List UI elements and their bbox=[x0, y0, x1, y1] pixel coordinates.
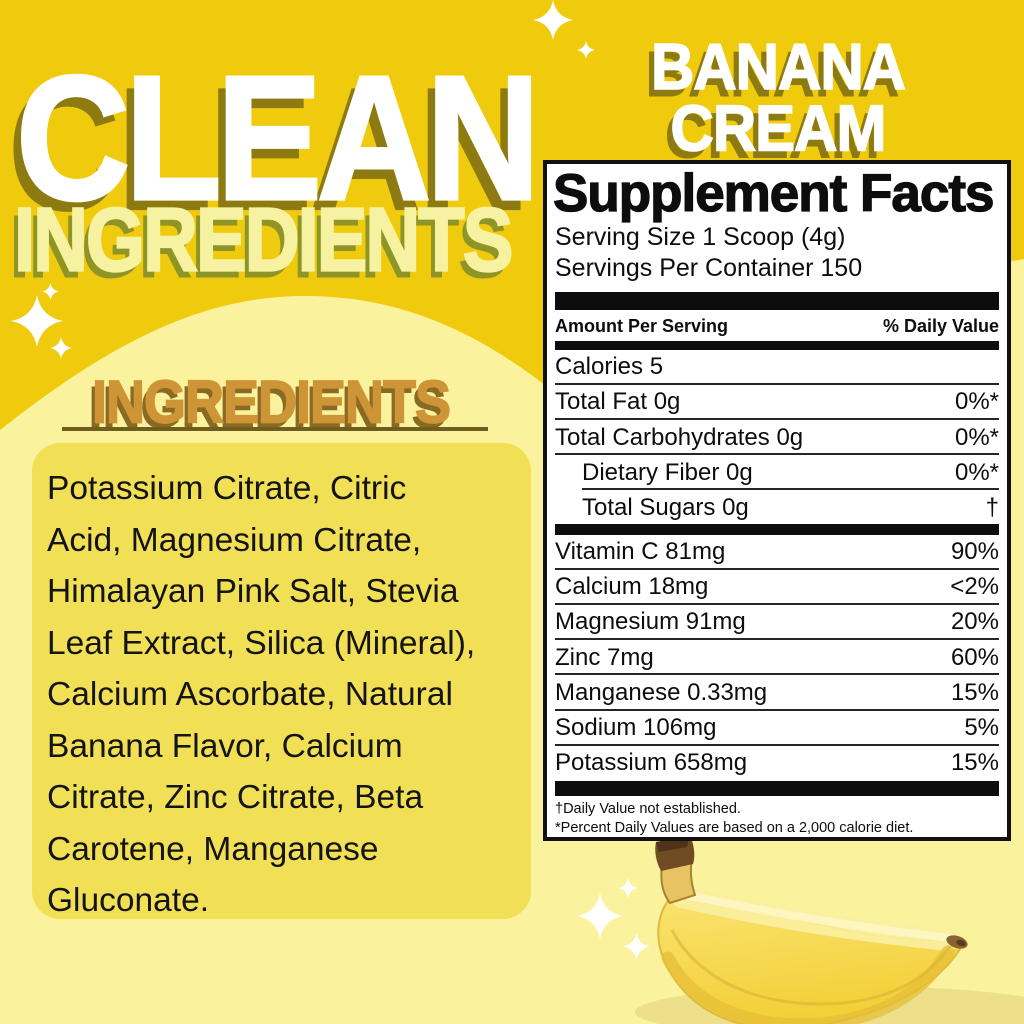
nutrient-row: Zinc 7mg 60% bbox=[555, 643, 999, 671]
supplement-facts-panel: Supplement Facts Serving Size 1 Scoop (4… bbox=[543, 160, 1011, 841]
nutrient-row: Calories 5 bbox=[555, 353, 664, 381]
row-divider bbox=[555, 418, 999, 421]
ingredients-line: Citrate, Zinc Citrate, Beta bbox=[47, 779, 424, 816]
nutrient-row: Total Carbohydrates 0g 0%* bbox=[555, 423, 999, 451]
nutrient-row: Potassium 658mg 15% bbox=[555, 749, 999, 777]
flavor-line-2: CREAM bbox=[670, 92, 888, 165]
servings-per-container: Servings Per Container 150 bbox=[555, 254, 863, 283]
row-divider bbox=[555, 708, 999, 711]
divider-bar bbox=[555, 291, 999, 310]
sparkle-icon bbox=[533, 0, 573, 40]
amount-header-row: Amount Per Serving % Daily Value bbox=[555, 310, 999, 341]
clean-ingredients-heading: INGREDIENTS bbox=[13, 190, 514, 291]
sparkle-icon bbox=[50, 337, 72, 359]
divider-bar bbox=[555, 523, 999, 535]
row-divider bbox=[555, 638, 999, 641]
ingredients-heading: INGREDIENTS bbox=[91, 368, 452, 436]
banana-illustration bbox=[635, 836, 1024, 1024]
nutrient-row: Dietary Fiber 0g 0%* bbox=[582, 458, 999, 486]
nutrient-row: Sodium 106mg 5% bbox=[555, 714, 999, 742]
ingredients-line: Calcium Ascorbate, Natural bbox=[47, 676, 453, 713]
row-divider bbox=[555, 453, 999, 456]
nutrient-row: Total Fat 0g 0%* bbox=[555, 388, 999, 416]
footnotes: †Daily Value not established. *Percent D… bbox=[555, 800, 999, 839]
daily-value-label: % Daily Value bbox=[882, 315, 999, 336]
ingredients-line: Potassium Citrate, Citric bbox=[47, 470, 407, 507]
ingredients-line: Acid, Magnesium Citrate, bbox=[47, 521, 422, 559]
row-divider bbox=[555, 567, 999, 570]
serving-size: Serving Size 1 Scoop (4g) bbox=[555, 223, 846, 252]
row-divider bbox=[582, 488, 999, 491]
ingredients-box: Potassium Citrate, Citric Acid, Magnesiu… bbox=[32, 443, 531, 919]
ingredients-line: Banana Flavor, Calcium bbox=[47, 727, 403, 765]
nutrient-row: Calcium 18mg <2% bbox=[555, 573, 999, 601]
ingredients-line: Carotene, Manganese bbox=[47, 830, 379, 868]
footnote-percent: *Percent Daily Values are based on a 2,0… bbox=[555, 820, 914, 837]
clean-heading: CLEAN bbox=[14, 39, 541, 238]
row-divider bbox=[555, 673, 999, 676]
row-divider bbox=[555, 602, 999, 605]
row-divider bbox=[555, 382, 999, 385]
divider-bar bbox=[555, 780, 999, 796]
ingredients-underline bbox=[62, 427, 488, 431]
flavor-line-1: BANANA bbox=[650, 30, 906, 103]
amount-per-serving-label: Amount Per Serving bbox=[555, 315, 729, 336]
flavor-heading: BANANA CREAM bbox=[543, 30, 1013, 165]
nutrient-row: Manganese 0.33mg 15% bbox=[555, 678, 999, 706]
ingredients-line: Leaf Extract, Silica (Mineral), bbox=[47, 624, 476, 662]
divider-bar bbox=[555, 340, 999, 350]
nutrient-row: Total Sugars 0g † bbox=[582, 493, 999, 521]
ingredients-line: Gluconate. bbox=[47, 882, 210, 919]
ingredients-line: Himalayan Pink Salt, Stevia bbox=[47, 573, 459, 610]
footnote-dagger: †Daily Value not established. bbox=[555, 800, 741, 817]
sparkle-icon bbox=[11, 295, 63, 347]
row-divider bbox=[555, 743, 999, 746]
supplement-facts-title: Supplement Facts bbox=[552, 164, 995, 223]
nutrient-row: Magnesium 91mg 20% bbox=[555, 608, 999, 636]
nutrient-row: Vitamin C 81mg 90% bbox=[555, 538, 999, 566]
